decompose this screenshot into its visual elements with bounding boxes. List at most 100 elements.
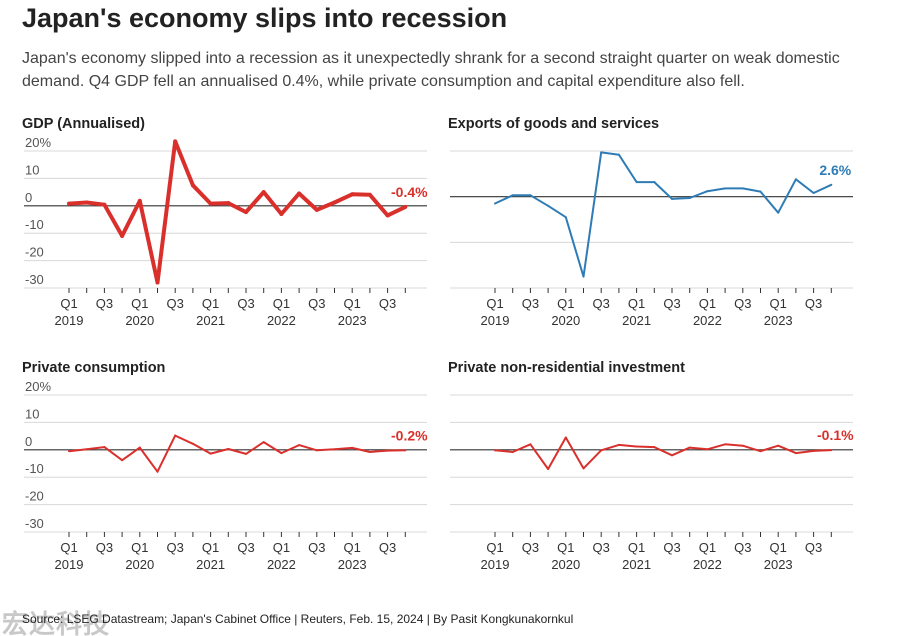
data-point — [84, 200, 89, 205]
x-tick-label: Q3 — [379, 540, 396, 555]
x-tick-label: Q3 — [522, 540, 539, 555]
data-point — [724, 443, 727, 446]
x-tick-label: Q3 — [734, 296, 751, 311]
data-point — [830, 449, 833, 452]
data-point — [351, 446, 354, 449]
x-year-label: 2021 — [622, 557, 651, 572]
data-point — [777, 444, 780, 447]
data-point — [724, 187, 727, 190]
data-point — [190, 183, 195, 188]
data-point — [582, 467, 585, 470]
x-year-label: 2023 — [338, 313, 367, 328]
x-tick-label: Q1 — [60, 296, 77, 311]
x-tick-label: Q3 — [663, 296, 680, 311]
data-point — [635, 445, 638, 448]
x-tick-label: Q1 — [628, 296, 645, 311]
x-year-label: 2020 — [551, 557, 580, 572]
data-point — [582, 275, 585, 278]
x-tick-label: Q1 — [628, 540, 645, 555]
data-point — [600, 151, 603, 154]
data-point — [706, 448, 709, 451]
data-point — [226, 201, 231, 206]
data-point — [68, 450, 70, 453]
x-tick-label: Q1 — [699, 540, 716, 555]
data-point — [350, 192, 355, 197]
data-point — [653, 181, 656, 184]
data-point — [121, 459, 124, 462]
x-year-label: 2022 — [267, 313, 296, 328]
x-year-label: 2021 — [196, 313, 225, 328]
data-point — [138, 446, 141, 449]
x-year-label: 2019 — [55, 557, 84, 572]
panel-gdp: GDP (Annualised) 20% 10 0 -10 -20 -30 Q1 Q3 Q1 Q3… — [22, 116, 432, 356]
data-point — [315, 449, 318, 452]
data-point — [368, 450, 371, 453]
x-tick-label: Q1 — [202, 296, 219, 311]
data-point — [617, 153, 620, 156]
data-point — [137, 198, 142, 203]
x-year-label: 2019 — [55, 313, 84, 328]
x-tick-label: Q3 — [379, 296, 396, 311]
data-point — [529, 443, 532, 446]
data-point — [741, 187, 744, 190]
data-point — [386, 449, 389, 452]
data-point — [103, 446, 106, 449]
end-value-label: -0.2% — [391, 427, 428, 443]
y-tick-label: -20 — [25, 489, 44, 504]
data-point — [794, 452, 797, 455]
x-tick-label: Q3 — [734, 540, 751, 555]
x-tick-label: Q3 — [593, 296, 610, 311]
x-tick-label: Q1 — [202, 540, 219, 555]
y-tick-label: -10 — [25, 461, 44, 476]
x-tick-label: Q1 — [131, 296, 148, 311]
data-point — [511, 194, 514, 197]
data-point — [156, 470, 159, 473]
data-point — [653, 446, 656, 449]
panel-consumption: Private consumption 20% 10 0 -10 -20 -30 Q1 Q3 Q… — [22, 360, 432, 600]
data-point — [511, 450, 514, 453]
data-point — [67, 201, 71, 206]
data-point — [759, 450, 762, 453]
data-point — [367, 192, 372, 197]
x-year-label: 2022 — [693, 557, 722, 572]
panel-exports: Exports of goods and services Q1 Q3 Q1 Q3 Q1… — [448, 116, 858, 356]
x-tick-label: Q1 — [131, 540, 148, 555]
y-tick-label: -30 — [25, 516, 44, 531]
data-point — [794, 178, 797, 181]
x-year-label: 2022 — [267, 557, 296, 572]
x-year-label: 2020 — [125, 557, 154, 572]
data-point — [332, 200, 337, 205]
data-point — [403, 204, 408, 209]
data-point — [777, 211, 780, 214]
y-tick-label: -30 — [25, 272, 44, 287]
data-point — [741, 444, 744, 447]
x-tick-label: Q1 — [60, 540, 77, 555]
x-year-label: 2023 — [764, 313, 793, 328]
chart-exports: Q1 Q3 Q1 Q3 Q1 Q3 Q1 Q3 Q1 Q3 2019 2020 2021 2022 2023… — [450, 150, 853, 328]
x-tick-label: Q1 — [770, 540, 787, 555]
data-point — [688, 197, 691, 200]
series-line — [68, 434, 406, 473]
data-point — [297, 191, 302, 196]
data-point — [404, 449, 407, 452]
data-point — [261, 190, 266, 195]
data-point — [564, 436, 567, 439]
data-point — [209, 452, 212, 455]
end-value-label: 2.6% — [819, 162, 851, 178]
x-tick-label: Q3 — [308, 540, 325, 555]
x-tick-label: Q1 — [344, 296, 361, 311]
data-point — [227, 447, 230, 450]
data-point — [812, 449, 815, 452]
x-tick-label: Q3 — [96, 296, 113, 311]
data-point — [688, 446, 691, 449]
data-point — [191, 442, 194, 445]
data-point — [102, 202, 107, 207]
x-tick-label: Q1 — [486, 540, 503, 555]
y-tick-label: -20 — [25, 245, 44, 260]
footer: 宏达科技 Source: LSEG Datastream; Japan's Ca… — [0, 604, 898, 636]
y-tick-label: 0 — [25, 190, 32, 205]
data-point — [314, 207, 319, 212]
data-point — [547, 204, 550, 207]
data-point — [280, 452, 283, 455]
x-tick-label: Q3 — [308, 296, 325, 311]
